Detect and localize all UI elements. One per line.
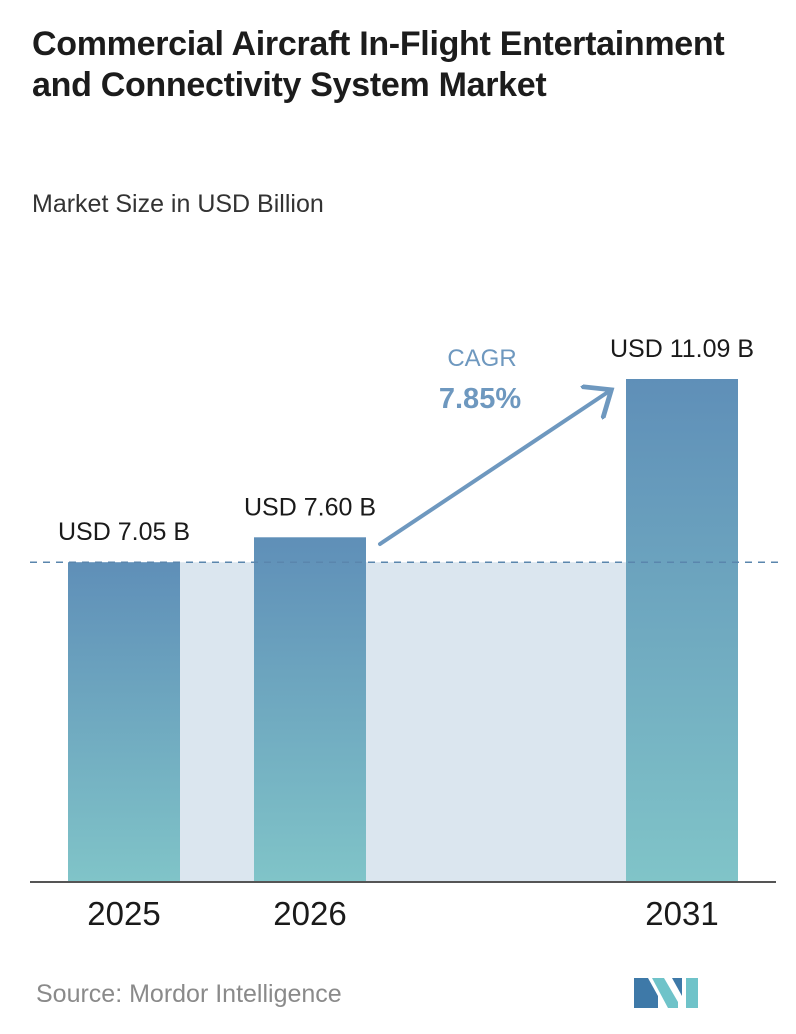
data-label-2026: USD 7.60 B xyxy=(244,493,376,521)
x-tick-label-2025: 2025 xyxy=(87,895,160,932)
mordor-intelligence-logo-icon xyxy=(634,978,698,1008)
bar-2025 xyxy=(68,562,180,882)
chart-title: Commercial Aircraft In-Flight Entertainm… xyxy=(32,25,725,104)
source-text: Source: Mordor Intelligence xyxy=(36,980,342,1008)
cagr-label: CAGR xyxy=(447,345,516,372)
cagr-arrow xyxy=(378,392,608,546)
x-tick-label-2026: 2026 xyxy=(273,895,346,932)
bar-2031 xyxy=(626,379,738,882)
data-label-2031: USD 11.09 B xyxy=(610,335,754,363)
x-tick-label-2031: 2031 xyxy=(645,895,718,932)
cagr-value: 7.85% xyxy=(439,383,521,415)
bar-2026 xyxy=(254,537,366,882)
data-label-2025: USD 7.05 B xyxy=(58,518,190,546)
bar-chart: USD 7.05 B USD 7.60 B USD 11.09 B 2025 2026… xyxy=(30,335,780,932)
chart-subtitle: Market Size in USD Billion xyxy=(32,190,324,218)
